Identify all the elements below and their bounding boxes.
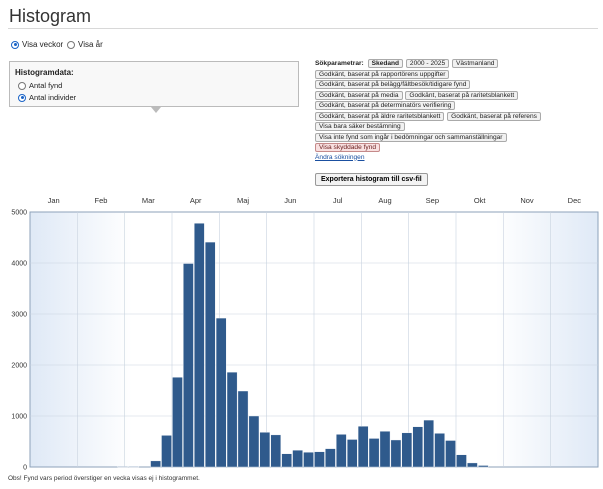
month-label: Apr [190, 196, 202, 205]
histogram-bar[interactable]: v19: 1860 [226, 371, 238, 468]
histogram-footnote: Obs! Fynd vars period överstiger en veck… [8, 475, 200, 482]
histogram-bar[interactable]: v29: 640 [336, 434, 347, 468]
param-chip[interactable]: Godkänt, baserat på äldre raritetsblanke… [315, 111, 445, 121]
month-label: Sep [426, 196, 439, 205]
histogram-bar[interactable]: v16: 4780 [194, 223, 205, 468]
histogram-bar[interactable]: v25: 330 [292, 449, 303, 468]
histogram-bar[interactable]: v41: 80 [467, 462, 478, 468]
view-weeks-label: Visa veckor [22, 40, 64, 49]
param-chip[interactable]: Godkänt, baserat på determinatörs verifi… [315, 101, 456, 110]
param-chip-species[interactable]: Skedand [367, 59, 404, 68]
histogram-bar[interactable]: v27: 300 [314, 451, 325, 468]
histogram-bar[interactable]: v37: 920 [423, 419, 434, 468]
option-individuals-label: Antal individer [29, 93, 77, 102]
histogram-bar[interactable]: v23: 630 [270, 434, 282, 468]
histogram-bar[interactable]: v30: 540 [346, 439, 358, 468]
month-label: Jan [48, 196, 60, 205]
histogram-bar[interactable]: v38: 660 [434, 433, 445, 468]
month-label: Feb [95, 196, 108, 205]
histogram-bar[interactable]: v40: 240 [456, 454, 467, 468]
histogram-bar[interactable]: v26: 290 [303, 452, 314, 468]
y-tick-label: 2000 [11, 363, 27, 370]
param-chip[interactable]: Visa inte fynd som ingår i bedömningar o… [315, 132, 507, 142]
change-search-link[interactable]: Ändra sökningen [315, 153, 365, 161]
radio-selected-indicator[interactable] [11, 40, 19, 49]
histogram-bar[interactable]: v22: 680 [259, 432, 271, 468]
histogram-bar[interactable]: v31: 800 [357, 425, 369, 468]
month-label: Okt [474, 196, 487, 205]
month-label: Mar [142, 196, 155, 205]
param-chip-region[interactable]: Västmanland [451, 59, 499, 68]
histogram-data-title: Histogramdata: [15, 68, 74, 77]
histogram-bar[interactable]: v32: 560 [368, 438, 380, 468]
export-csv-button[interactable]: Exportera histogram till csv-fil [315, 173, 428, 186]
histogram-bar[interactable]: v24: 260 [281, 453, 292, 468]
param-chip-years[interactable]: 2000 - 2025 [405, 59, 450, 68]
option-findings-label: Antal fynd [29, 81, 63, 90]
histogram-bar[interactable]: v20: 1490 [237, 390, 249, 468]
search-params-label: Sökparametrar: [315, 60, 364, 67]
y-tick-label: 0 [23, 465, 27, 472]
param-chip[interactable]: Godkänt, baserat på rapportörens uppgift… [315, 69, 450, 79]
view-years-label: Visa år [78, 40, 103, 49]
y-tick-label: 5000 [11, 210, 27, 217]
histogram-bar[interactable]: v36: 790 [412, 426, 424, 468]
param-chip[interactable]: Visa bara säker bestämning [315, 122, 405, 131]
page-title: Histogram [9, 6, 92, 26]
option-findings-radio[interactable]: Antal fynd [18, 81, 62, 90]
view-years-radio[interactable]: Visa år [67, 40, 103, 49]
radio-selected-indicator[interactable] [18, 93, 26, 102]
param-chip-protected[interactable]: Visa skyddade fynd [315, 143, 381, 152]
y-tick-label: 3000 [11, 312, 27, 319]
histogram-bar[interactable]: v12: 120 [150, 460, 161, 468]
histogram-bar[interactable]: v17: 4410 [204, 241, 216, 468]
histogram-bar[interactable]: v18: 2920 [215, 317, 227, 468]
y-tick-label: 1000 [11, 414, 27, 421]
month-label: Dec [568, 196, 582, 205]
panel-pointer [151, 107, 161, 113]
histogram-bar[interactable]: v42: 30 [478, 465, 489, 468]
histogram-chart: v9: 10v10: 10v12: 120v13: 620v14: 1760v1… [11, 196, 599, 472]
search-parameters: Sökparametrar: Skedand 2000 - 2025 Västm… [315, 59, 599, 161]
histogram-bar[interactable]: v34: 530 [390, 439, 402, 468]
view-weeks-radio[interactable]: Visa veckor [11, 40, 63, 49]
histogram-bar[interactable]: v28: 360 [325, 448, 336, 468]
histogram-bar[interactable]: v39: 520 [445, 440, 456, 468]
radio-unselected-indicator[interactable] [67, 40, 75, 49]
param-chip[interactable]: Godkänt, baserat på raritetsblankett [405, 90, 519, 100]
param-chip[interactable]: Godkänt, baserat på belägg/fältbesök/tid… [315, 80, 471, 89]
histogram-bar[interactable]: v15: 3990 [183, 263, 194, 468]
histogram-bar[interactable]: v9: 10 [117, 466, 129, 468]
month-label: Nov [520, 196, 534, 205]
histogram-bar[interactable]: v33: 700 [379, 431, 391, 468]
y-tick-label: 4000 [11, 261, 27, 268]
month-label: Aug [378, 196, 391, 205]
histogram-bar[interactable]: v10: 10 [128, 466, 140, 468]
option-individuals-radio[interactable]: Antal individer [18, 93, 76, 102]
histogram-bar[interactable]: v21: 1000 [248, 415, 260, 468]
month-label: Jul [333, 196, 343, 205]
param-chip[interactable]: Godkänt, baserat på media [315, 90, 403, 100]
histogram-bar[interactable]: v35: 670 [401, 432, 413, 468]
param-chip[interactable]: Godkänt, baserat på referens [447, 111, 541, 121]
histogram-bar[interactable]: v14: 1760 [172, 377, 183, 468]
histogram-data-panel: Histogramdata: Antal fynd Antal individe… [9, 61, 299, 107]
title-divider [8, 28, 598, 29]
histogram-bar[interactable]: v13: 620 [161, 435, 172, 468]
month-label: Maj [237, 196, 249, 205]
month-label: Jun [284, 196, 296, 205]
radio-unselected-indicator[interactable] [18, 81, 26, 90]
